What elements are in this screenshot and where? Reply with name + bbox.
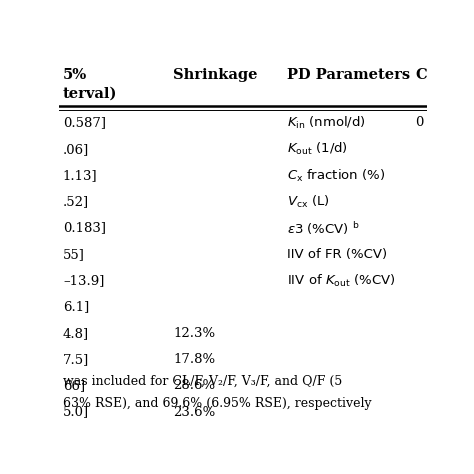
Text: .52]: .52]	[63, 195, 89, 208]
Text: 63% RSE), and 69.6% (6.95% RSE), respectively: 63% RSE), and 69.6% (6.95% RSE), respect…	[63, 397, 372, 410]
Text: 66]: 66]	[63, 379, 85, 392]
Text: 0: 0	[416, 117, 424, 129]
Text: PD Parameters: PD Parameters	[287, 68, 410, 82]
Text: 0.587]: 0.587]	[63, 117, 106, 129]
Text: $\varepsilon$3 (%CV) $^{\mathrm{b}}$: $\varepsilon$3 (%CV) $^{\mathrm{b}}$	[287, 219, 360, 237]
Text: $K_{\mathrm{out}}$ (1/d): $K_{\mathrm{out}}$ (1/d)	[287, 141, 348, 157]
Text: 17.8%: 17.8%	[173, 353, 215, 366]
Text: $C_{\mathrm{x}}$ fraction (%): $C_{\mathrm{x}}$ fraction (%)	[287, 167, 385, 183]
Text: IIV of FR (%CV): IIV of FR (%CV)	[287, 248, 387, 261]
Text: 1.13]: 1.13]	[63, 169, 98, 182]
Text: 4.8]: 4.8]	[63, 327, 89, 340]
Text: 23.6%: 23.6%	[173, 405, 215, 419]
Text: 0.183]: 0.183]	[63, 221, 106, 235]
Text: terval): terval)	[63, 87, 117, 100]
Text: $V_{\mathrm{cx}}$ (L): $V_{\mathrm{cx}}$ (L)	[287, 194, 330, 210]
Text: Shrinkage: Shrinkage	[173, 68, 258, 82]
Text: was included for CL/F, V₂/F, V₃/F, and Q/F (5: was included for CL/F, V₂/F, V₃/F, and Q…	[63, 375, 342, 388]
Text: 28.6%: 28.6%	[173, 379, 215, 392]
Text: 55]: 55]	[63, 248, 85, 261]
Text: .06]: .06]	[63, 143, 89, 156]
Text: 12.3%: 12.3%	[173, 327, 215, 340]
Text: 7.5]: 7.5]	[63, 353, 89, 366]
Text: 6.1]: 6.1]	[63, 301, 89, 313]
Text: –13.9]: –13.9]	[63, 274, 104, 287]
Text: C: C	[416, 68, 427, 82]
Text: $K_{\mathrm{in}}$ (nmol/d): $K_{\mathrm{in}}$ (nmol/d)	[287, 115, 366, 131]
Text: 5.0]: 5.0]	[63, 405, 89, 419]
Text: 5%: 5%	[63, 68, 87, 82]
Text: IIV of $K_{\mathrm{out}}$ (%CV): IIV of $K_{\mathrm{out}}$ (%CV)	[287, 273, 396, 289]
